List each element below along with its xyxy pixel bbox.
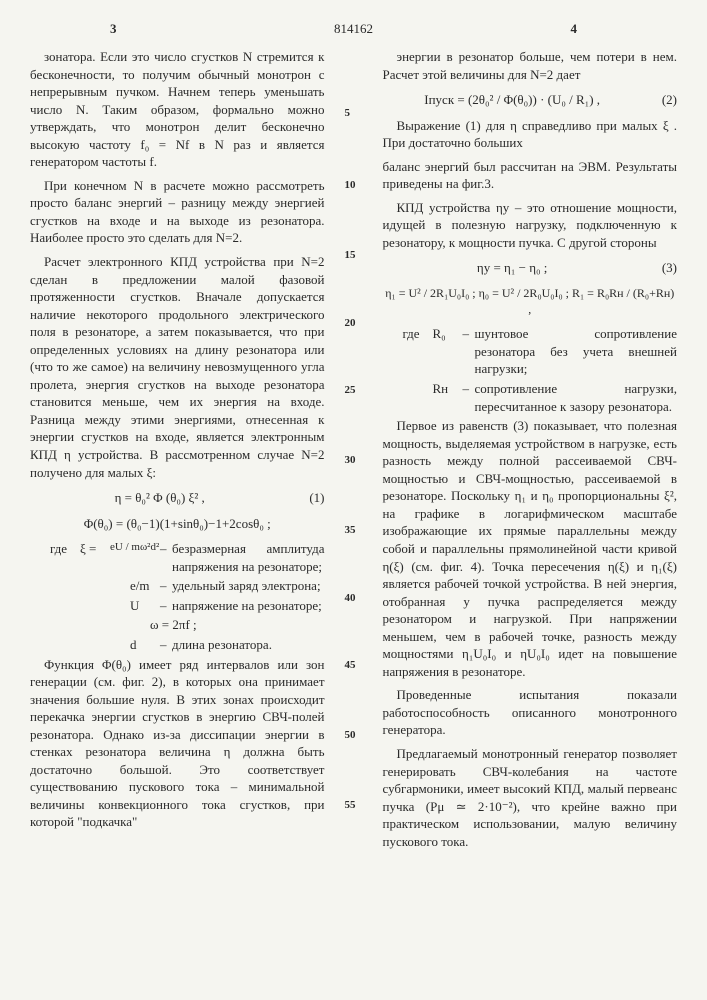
right-para-4: КПД устройства ηу – это отношение мощнос…: [383, 199, 678, 252]
line-mark-15: 15: [345, 248, 356, 263]
formula-1-number: (1): [309, 489, 324, 507]
line-mark-40: 40: [345, 591, 356, 606]
line-mark-45: 45: [345, 658, 356, 673]
def-row-d: d – длина резонатора.: [50, 636, 325, 654]
formula-3b: η₁ = U² / 2R₁U₀I₀ ; η₀ = U² / 2R₀U₀I₀ ; …: [383, 285, 678, 317]
formula-3a-body: ηу = η₁ − η₀ ;: [477, 260, 547, 275]
def-dash: –: [160, 597, 172, 615]
def-em-desc: удельный заряд электрона;: [172, 577, 325, 595]
formula-3a: ηу = η₁ − η₀ ; (3): [383, 259, 678, 277]
left-para-1: зонатора. Если это число сгустков N стре…: [30, 48, 325, 171]
line-mark-5: 5: [345, 106, 351, 121]
page-number-right: 4: [571, 20, 578, 38]
line-mark-25: 25: [345, 383, 356, 398]
line-number-gutter: 5 10 15 20 25 30 35 40 45 50 55: [345, 48, 363, 856]
formula-1: η = θ₀² Φ (θ₀) ξ² , (1): [30, 489, 325, 507]
def-row-u: U – напряжение на резонаторе;: [50, 597, 325, 615]
definitions-left: где ξ = eU / mω²d² – безразмерная амплит…: [50, 540, 325, 653]
formula-2-body: Iпуск = (2θ₀² / Φ(θ₀)) · (U₀ / R₁) ,: [424, 92, 600, 107]
def-dash: –: [463, 325, 475, 378]
def-dash: –: [160, 540, 172, 575]
left-para-2: При конечном N в расчете можно рассмотре…: [30, 177, 325, 247]
formula-2-number: (2): [662, 91, 677, 109]
two-column-layout: зонатора. Если это число сгустков N стре…: [30, 48, 677, 856]
def-rn-desc: сопротивление нагрузки, пересчитанное к …: [475, 380, 678, 415]
def-d-desc: длина резонатора.: [172, 636, 325, 654]
def-row-em: e/m – удельный заряд электрона;: [50, 577, 325, 595]
line-mark-55: 55: [345, 798, 356, 813]
left-para-4: Функция Φ(θ₀) имеет ряд интервалов или з…: [30, 656, 325, 831]
line-mark-20: 20: [345, 316, 356, 331]
page-header: 3 814162 4: [30, 20, 677, 38]
def-where: где: [50, 540, 80, 575]
def-row-omega: ω = 2πf ;: [50, 616, 325, 634]
def-dash: –: [160, 577, 172, 595]
right-para-7: Предлагаемый монотронный генератор позво…: [383, 745, 678, 850]
right-para-5: Первое из равенств (3) показывает, что п…: [383, 417, 678, 680]
formula-1b: Φ(θ₀) = (θ₀−1)(1+sinθ₀)−1+2cosθ₀ ;: [30, 515, 325, 533]
line-mark-35: 35: [345, 523, 356, 538]
def-dash: –: [463, 380, 475, 415]
def-dash: –: [160, 636, 172, 654]
formula-2: Iпуск = (2θ₀² / Φ(θ₀)) · (U₀ / R₁) , (2): [383, 91, 678, 109]
right-para-1: энергии в резонатор больше, чем потери в…: [383, 48, 678, 83]
def-omega-line: ω = 2πf ;: [150, 616, 325, 634]
def-where-r: где: [403, 325, 433, 378]
right-para-2: Выражение (1) для η справедливо при малы…: [383, 117, 678, 152]
right-para-3: баланс энергий был рассчитан на ЭВМ. Рез…: [383, 158, 678, 193]
line-mark-30: 30: [345, 453, 356, 468]
formula-1-body: η = θ₀² Φ (θ₀) ξ² ,: [115, 490, 205, 505]
right-para-6: Проведенные испытания показали работоспо…: [383, 686, 678, 739]
def-em-term: e/m: [130, 577, 160, 595]
def-row-xi: где ξ = eU / mω²d² – безразмерная амплит…: [50, 540, 325, 575]
def-row-rn: Rн – сопротивление нагрузки, пересчитанн…: [403, 380, 678, 415]
page-number-left: 3: [110, 20, 117, 38]
def-row-r0: где R₀ – шунтовое сопротивление резонато…: [403, 325, 678, 378]
def-u-term: U: [130, 597, 160, 615]
def-r0-desc: шунтовое сопротивление резонатора без уч…: [475, 325, 678, 378]
definitions-right: где R₀ – шунтовое сопротивление резонато…: [403, 325, 678, 415]
def-xi-frac: eU / mω²d²: [110, 540, 160, 575]
left-para-3: Расчет электронного КПД устройства при N…: [30, 253, 325, 481]
line-mark-50: 50: [345, 728, 356, 743]
left-column: зонатора. Если это число сгустков N стре…: [30, 48, 325, 856]
document-number: 814162: [334, 20, 373, 38]
def-d-term: d: [130, 636, 160, 654]
line-mark-10: 10: [345, 178, 356, 193]
def-xi-term: ξ =: [80, 540, 110, 575]
def-xi-desc: безразмерная амплитуда напряжения на рез…: [172, 540, 325, 575]
formula-3-number: (3): [662, 259, 677, 277]
def-u-desc: напряжение на резонаторе;: [172, 597, 325, 615]
def-rn-term: Rн: [433, 380, 463, 415]
right-column: энергии в резонатор больше, чем потери в…: [383, 48, 678, 856]
def-r0-term: R₀: [433, 325, 463, 378]
